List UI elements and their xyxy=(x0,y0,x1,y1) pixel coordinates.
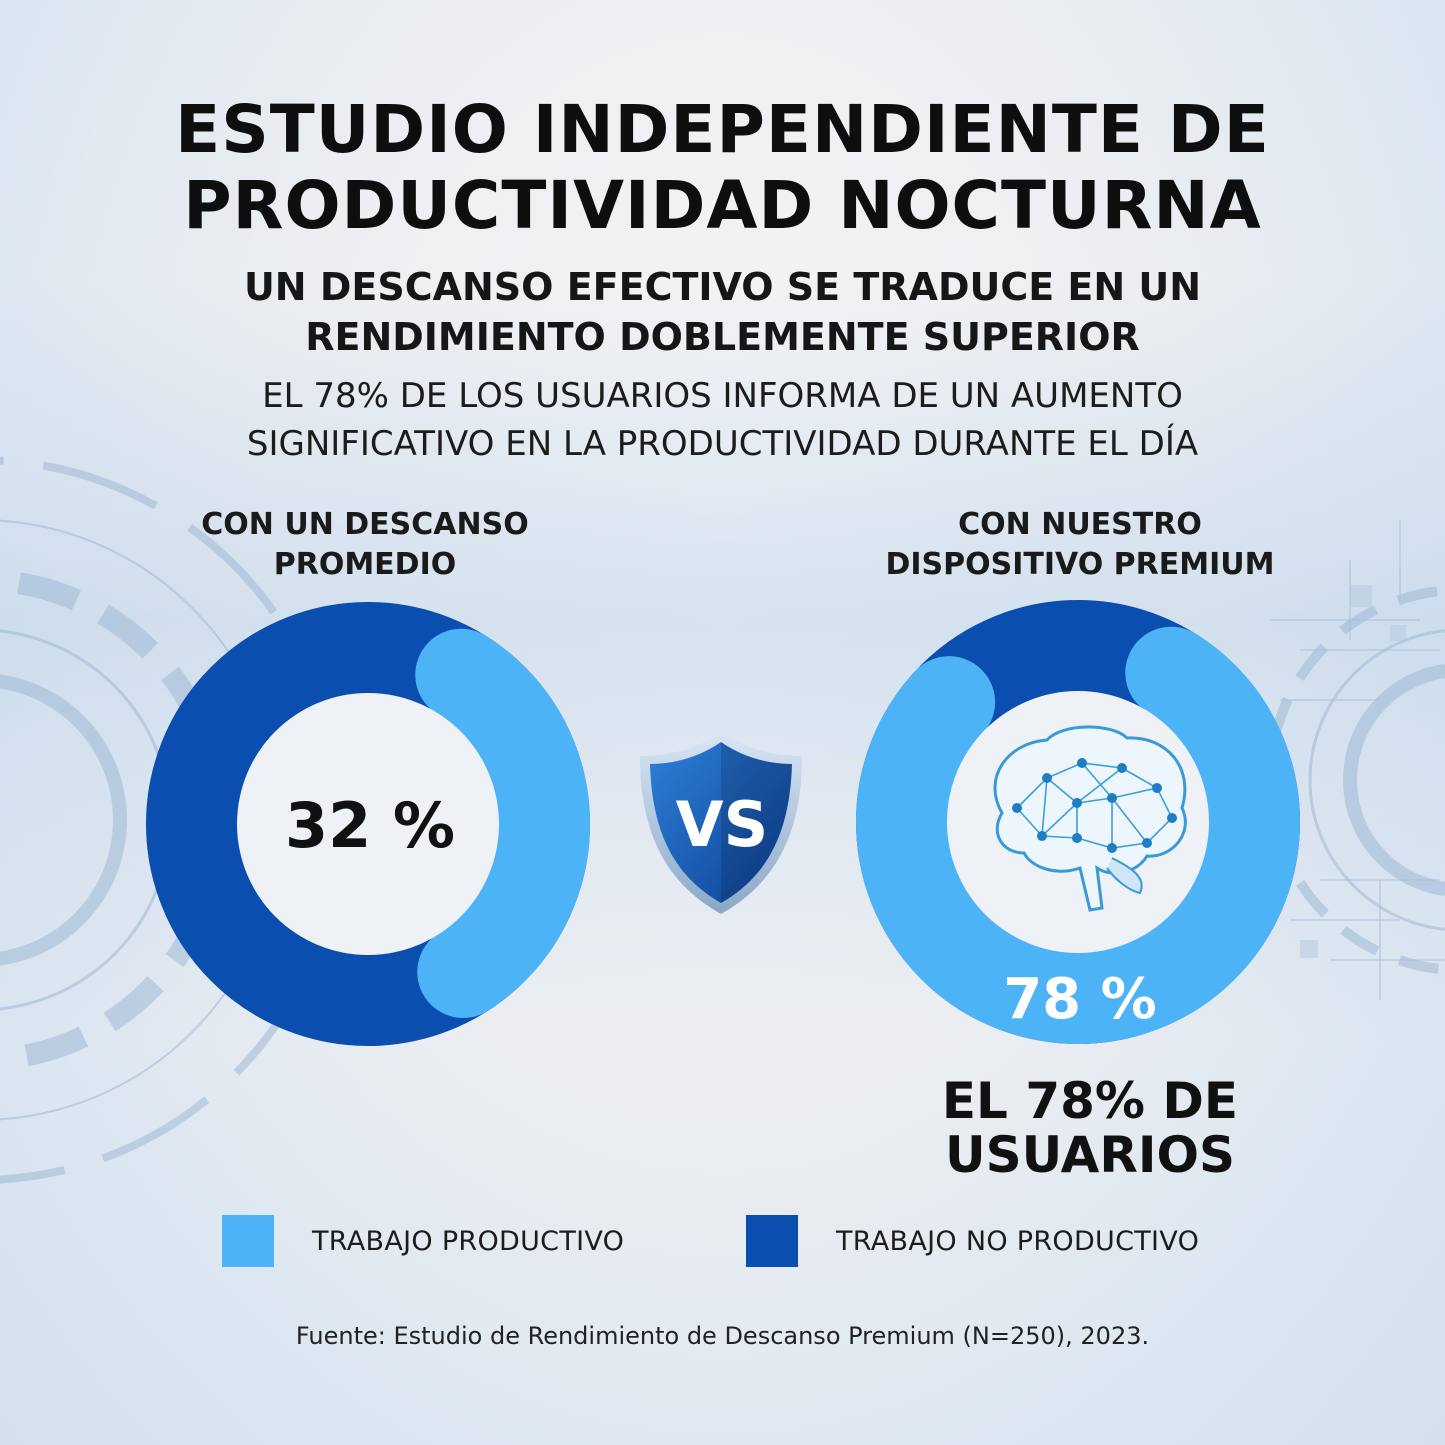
legend-swatch-non-productive xyxy=(746,1215,798,1267)
page-subtitle: UN DESCANSO EFECTIVO SE TRADUCE EN UN RE… xyxy=(100,262,1345,362)
left-chart-donut-hole xyxy=(237,693,499,955)
source-note: Fuente: Estudio de Rendimiento de Descan… xyxy=(295,1322,1150,1350)
right-emphasis-line-2: USUARIOS xyxy=(945,1126,1235,1184)
left-chart-label-line-2: PROMEDIO xyxy=(273,547,457,582)
page-description: EL 78% DE LOS USUARIOS INFORMA DE UN AUM… xyxy=(80,372,1365,468)
right-chart-emphasis: EL 78% DE USUARIOS xyxy=(860,1074,1320,1182)
legend-label-productive: TRABAJO PRODUCTIVO xyxy=(312,1225,625,1257)
page-title: ESTUDIO INDEPENDIENTE DE PRODUCTIVIDAD N… xyxy=(60,92,1385,244)
title-line-2: PRODUCTIVIDAD NOCTURNA xyxy=(183,167,1262,244)
shield-icon: VS xyxy=(640,732,802,914)
right-emphasis-line-1: EL 78% DE xyxy=(941,1072,1239,1130)
left-chart-label: CON UN DESCANSO PROMEDIO xyxy=(120,505,610,585)
vs-label: VS xyxy=(676,788,769,861)
left-chart-slice-productive xyxy=(146,602,590,1046)
right-chart-label-line-2: DISPOSITIVO PREMIUM xyxy=(885,547,1275,582)
legend-item-non-productive: TRABAJO NO PRODUCTIVO xyxy=(746,1214,1199,1268)
donut-chart-average-rest xyxy=(146,602,590,1046)
legend-swatch-productive xyxy=(222,1215,274,1267)
legend-item-productive: TRABAJO PRODUCTIVO xyxy=(222,1214,624,1268)
right-chart-label: CON NUESTRO DISPOSITIVO PREMIUM xyxy=(830,505,1330,585)
right-chart-slice-productive xyxy=(856,600,1300,1044)
left-chart-value: 32 % xyxy=(285,789,455,862)
right-chart-label-line-1: CON NUESTRO xyxy=(958,507,1202,542)
description-line-1: EL 78% DE LOS USUARIOS INFORMA DE UN AUM… xyxy=(262,376,1183,416)
description-line-2: SIGNIFICATIVO EN LA PRODUCTIVIDAD DURANT… xyxy=(246,424,1199,464)
chart-legend: TRABAJO PRODUCTIVO TRABAJO NO PRODUCTIVO xyxy=(0,1214,1445,1274)
subtitle-line-1: UN DESCANSO EFECTIVO SE TRADUCE EN UN xyxy=(243,265,1202,309)
title-line-1: ESTUDIO INDEPENDIENTE DE xyxy=(175,91,1270,168)
subtitle-line-2: RENDIMIENTO DOBLEMENTE SUPERIOR xyxy=(305,315,1140,359)
legend-label-non-productive: TRABAJO NO PRODUCTIVO xyxy=(836,1225,1200,1257)
right-chart-value: 78 % xyxy=(1003,967,1157,1032)
brain-network-icon xyxy=(967,718,1207,912)
left-chart-label-line-1: CON UN DESCANSO xyxy=(201,507,529,542)
